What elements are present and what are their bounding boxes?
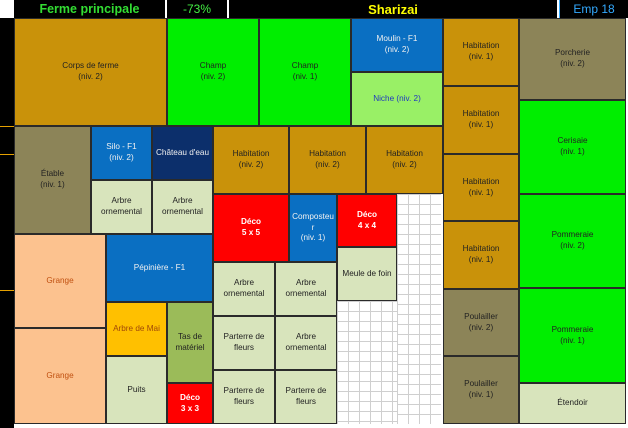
plot-habitation-1[interactable]: Habitation (niv. 1) [443,18,519,86]
row-marker [0,126,14,127]
plot-deco-5x5[interactable]: Déco 5 x 5 [213,194,289,262]
plot-niche[interactable]: Niche (niv. 2) [351,72,443,126]
plot-meule-de-foin[interactable]: Meule de foin [337,247,397,301]
plot-arbre-ornemental-4[interactable]: Arbre ornemental [275,262,337,316]
plot-habitation-5[interactable]: Habitation (niv. 2) [366,126,443,194]
plot-parterre-de-fleurs-3[interactable]: Parterre de fleurs [275,370,337,424]
player-name-header: Sharizai [229,0,559,18]
plot-composteur[interactable]: Composteu r (niv. 1) [289,194,337,262]
left-margin-bar [0,18,14,428]
plot-arbre-ornemental-5[interactable]: Arbre ornemental [275,316,337,370]
plot-arbre-ornemental-2[interactable]: Arbre ornemental [152,180,213,234]
plot-etable[interactable]: Étable (niv. 1) [14,126,91,234]
plot-parterre-de-fleurs-2[interactable]: Parterre de fleurs [213,370,275,424]
empty-plot-grid [397,194,441,424]
empty-plot-grid [337,301,397,424]
row-marker [0,290,14,291]
plot-porcherie[interactable]: Porcherie (niv. 2) [519,18,626,100]
plot-habitation-6[interactable]: Habitation (niv. 1) [443,154,519,221]
farm-name-header: Ferme principale [14,0,167,18]
percent-header: -73% [167,0,229,18]
row-marker [0,154,14,155]
plot-parterre-de-fleurs-1[interactable]: Parterre de fleurs [213,316,275,370]
plot-habitation-3[interactable]: Habitation (niv. 2) [213,126,289,194]
plot-arbre-ornemental-3[interactable]: Arbre ornemental [213,262,275,316]
plot-arbre-ornemental-1[interactable]: Arbre ornemental [91,180,152,234]
plot-pommeraie-2[interactable]: Pommeraie (niv. 1) [519,288,626,383]
plot-grange-1[interactable]: Grange [14,234,106,328]
plot-cerisaie[interactable]: Cerisaie (niv. 1) [519,100,626,194]
plot-tas-de-materiel[interactable]: Tas de matériel [167,302,213,383]
plot-corps-de-ferme[interactable]: Corps de ferme (niv. 2) [14,18,167,126]
plot-deco-3x3[interactable]: Déco 3 x 3 [167,383,213,424]
plot-champ-1[interactable]: Champ (niv. 2) [167,18,259,126]
plot-habitation-7[interactable]: Habitation (niv. 1) [443,221,519,289]
plot-champ-2[interactable]: Champ (niv. 1) [259,18,351,126]
location-header: Emp 18 [559,0,628,18]
plot-deco-4x4[interactable]: Déco 4 x 4 [337,194,397,247]
plot-habitation-2[interactable]: Habitation (niv. 1) [443,86,519,154]
plot-pepiniere[interactable]: Pépinière - F1 [106,234,213,302]
plot-grange-2[interactable]: Grange [14,328,106,424]
plot-poulailler-2[interactable]: Poulailler (niv. 1) [443,356,519,424]
plot-poulailler-1[interactable]: Poulailler (niv. 2) [443,289,519,356]
plot-silo[interactable]: Silo - F1 (niv. 2) [91,126,152,180]
plot-habitation-4[interactable]: Habitation (niv. 2) [289,126,366,194]
plot-moulin[interactable]: Moulin - F1 (niv. 2) [351,18,443,72]
plot-pommeraie-1[interactable]: Pommeraie (niv. 2) [519,194,626,288]
plot-puits[interactable]: Puits [106,356,167,424]
plot-arbre-de-mai[interactable]: Arbre de Mai [106,302,167,356]
plot-etendoir[interactable]: Étendoir [519,383,626,424]
plot-chateau-eau[interactable]: Château d'eau [152,126,213,180]
